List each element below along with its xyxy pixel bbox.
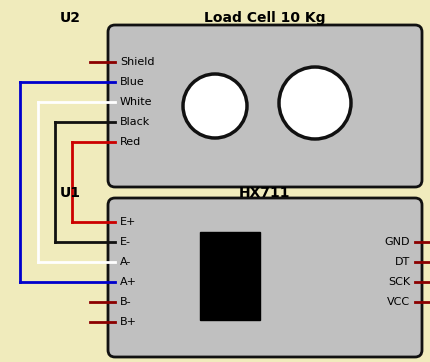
Text: E-: E- — [120, 237, 131, 247]
Text: White: White — [120, 97, 153, 107]
Text: A-: A- — [120, 257, 132, 267]
Text: B-: B- — [120, 297, 132, 307]
Bar — [200, 232, 260, 320]
Text: B+: B+ — [120, 317, 137, 327]
Text: SCK: SCK — [388, 277, 410, 287]
Text: U2: U2 — [59, 11, 80, 25]
Text: A+: A+ — [120, 277, 137, 287]
Text: Red: Red — [120, 137, 141, 147]
FancyBboxPatch shape — [108, 25, 422, 187]
Text: Shield: Shield — [120, 57, 154, 67]
Text: E+: E+ — [120, 217, 136, 227]
Text: DT: DT — [395, 257, 410, 267]
Text: GND: GND — [384, 237, 410, 247]
Text: U1: U1 — [59, 186, 80, 200]
Text: HX711: HX711 — [239, 186, 291, 200]
Text: Blue: Blue — [120, 77, 145, 87]
Text: Black: Black — [120, 117, 150, 127]
Circle shape — [279, 67, 351, 139]
Text: VCC: VCC — [387, 297, 410, 307]
Text: Load Cell 10 Kg: Load Cell 10 Kg — [204, 11, 326, 25]
FancyBboxPatch shape — [108, 198, 422, 357]
Circle shape — [183, 74, 247, 138]
